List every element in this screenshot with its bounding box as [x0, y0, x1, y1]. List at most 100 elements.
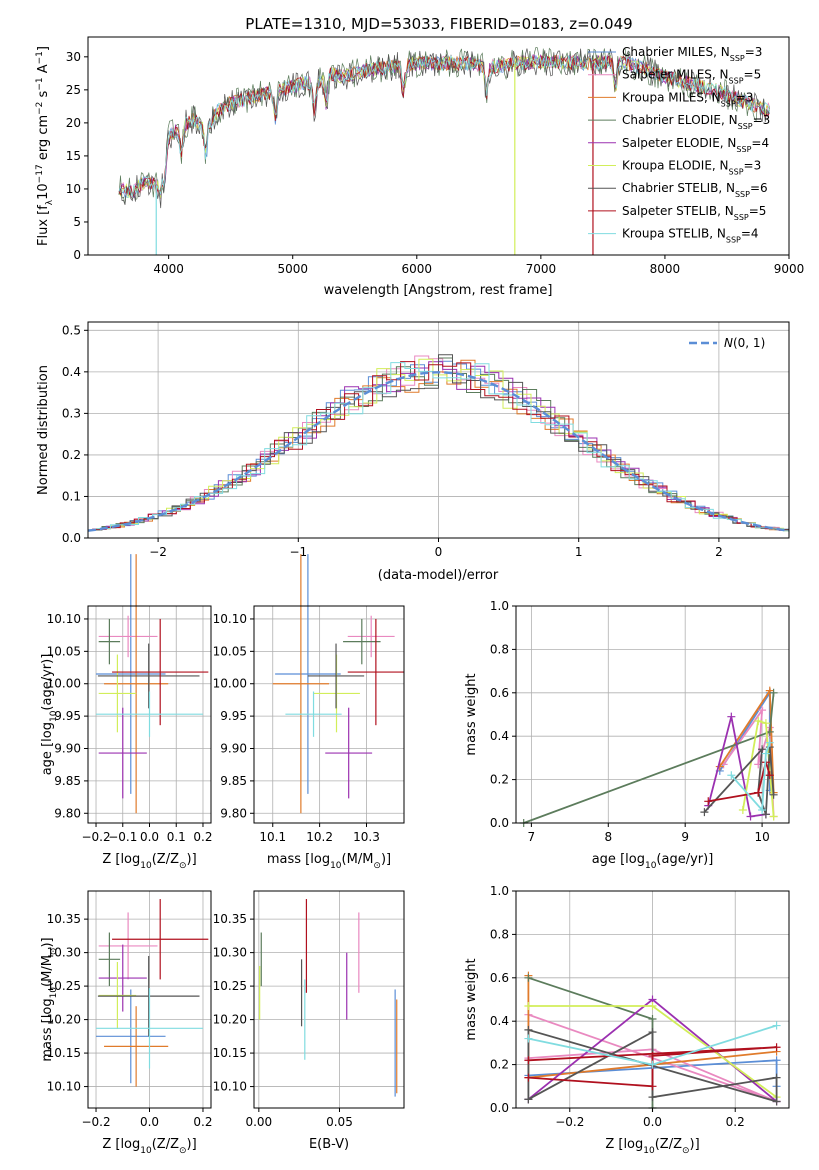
weight-marker — [761, 719, 770, 728]
plot-area — [272, 554, 404, 814]
ebv-mass-panel: 0.00 0.05 10.10 10.15 10.20 10.25 10.30 10.35 E(… — [213, 890, 405, 1152]
y-tick-label: 9.90 — [54, 742, 81, 756]
weight-marker — [524, 973, 533, 982]
y-tick-label: 10.20 — [47, 1013, 81, 1027]
weight-marker — [648, 1051, 657, 1060]
error-bar-point — [104, 554, 169, 814]
y-tick-label: 0.8 — [490, 927, 509, 941]
error-bar-point — [347, 618, 404, 726]
error-bar-point — [98, 912, 158, 980]
x-tick-label: 7000 — [526, 262, 557, 276]
weight-marker — [754, 717, 763, 726]
y-tick-label: 10.10 — [47, 612, 81, 626]
y-tick-label: 0.2 — [490, 773, 509, 787]
weight-marker — [772, 1056, 781, 1065]
weight-marker — [524, 1025, 533, 1034]
residual-histogram — [92, 361, 789, 531]
weight-marker — [727, 712, 736, 721]
x-tick-label: 8000 — [650, 262, 681, 276]
plot-area — [524, 971, 781, 1112]
x-tick-label: 0.0 — [140, 830, 159, 844]
weight-line — [708, 758, 771, 803]
plot-area — [118, 46, 770, 255]
x-axis-label: (data-model)/error — [378, 568, 499, 583]
x-tick-label: 0.00 — [245, 1115, 272, 1129]
age-massweight-panel: 7 8 9 10 0.0 0.2 0.4 0.6 0.8 1.0 age [log10(age/yr… — [464, 599, 790, 871]
y-tick-label: 25 — [66, 83, 81, 97]
figure-title: PLATE=1310, MJD=53033, FIBERID=0183, z=0… — [245, 15, 632, 33]
y-tick-label: 9.95 — [54, 709, 81, 723]
metallicity-mass-panel: −0.2 0.0 0.2 10.10 10.15 10.20 10.25 10.30 10.35… — [40, 890, 213, 1156]
x-tick-label: 0.0 — [140, 1115, 159, 1129]
y-tick-label: 0.4 — [62, 365, 81, 379]
error-bar-point — [98, 618, 121, 665]
x-tick-label: 0.05 — [326, 1115, 353, 1129]
y-tick-label: 10.20 — [213, 1013, 247, 1027]
y-tick-label: 10.00 — [47, 677, 81, 691]
weight-marker — [524, 1095, 533, 1104]
error-bar-point — [98, 932, 121, 987]
y-axis-label: mass [log10(M/M⊙)] — [40, 937, 59, 1061]
y-tick-label: 0.4 — [490, 1014, 509, 1028]
y-tick-label: 30 — [66, 50, 81, 64]
error-bar-point — [96, 989, 166, 1084]
error-bar-point — [96, 554, 166, 794]
y-tick-label: 10.30 — [213, 946, 247, 960]
y-axis-label: Normed distribution — [36, 365, 51, 495]
residual-histogram — [92, 361, 789, 531]
y-axis-label: age [log10(age/yr)] — [40, 654, 59, 776]
y-tick-label: 0.6 — [490, 686, 509, 700]
y-tick-label: 1.0 — [490, 599, 509, 613]
y-tick-label: 0.5 — [62, 323, 81, 337]
x-axis-label: Z [log10(Z/Z⊙)] — [102, 1137, 196, 1156]
x-tick-label: 9 — [681, 830, 689, 844]
weight-marker — [772, 1021, 781, 1030]
error-bar-point — [325, 707, 373, 799]
error-bar-point — [97, 955, 200, 1037]
y-tick-label: 0.1 — [62, 489, 81, 503]
x-tick-label: −0.1 — [108, 830, 137, 844]
x-tick-label: 0.2 — [726, 1115, 745, 1129]
axes-frame — [253, 890, 405, 1109]
weight-marker — [746, 812, 755, 821]
x-tick-label: 0 — [435, 545, 443, 559]
weight-marker — [758, 805, 767, 814]
x-tick-label: 0.2 — [193, 830, 212, 844]
x-tick-label: −2 — [149, 545, 167, 559]
plot-area — [96, 554, 209, 814]
weight-marker — [738, 805, 747, 814]
weight-marker — [754, 788, 763, 797]
legend-label: Salpeter ELODIE, NSSP=4 — [622, 136, 769, 154]
y-tick-label: 9.85 — [220, 774, 247, 788]
y-tick-label: 0.4 — [490, 729, 509, 743]
y-tick-label: 10.10 — [213, 1080, 247, 1094]
error-bar-point — [98, 961, 137, 1029]
error-bar-point — [104, 1006, 169, 1087]
x-tick-label: −0.2 — [555, 1115, 584, 1129]
x-tick-label: 10.2 — [306, 830, 333, 844]
x-tick-label: 10 — [754, 830, 769, 844]
x-tick-label: −1 — [289, 545, 307, 559]
x-tick-label: 4000 — [153, 262, 184, 276]
residual-histogram — [96, 362, 789, 532]
legend-label: Salpeter STELIB, NSSP=5 — [622, 204, 766, 222]
y-tick-label: 9.80 — [54, 806, 81, 820]
y-tick-label: 9.80 — [220, 806, 247, 820]
x-axis-label: Z [log10(Z/Z⊙)] — [102, 852, 196, 871]
weight-marker — [648, 1093, 657, 1102]
error-bar-point — [112, 618, 209, 726]
y-tick-label: 9.85 — [54, 774, 81, 788]
legend-label: Chabrier STELIB, NSSP=6 — [622, 181, 768, 199]
y-tick-label: 10.30 — [47, 946, 81, 960]
y-tick-label: 10.05 — [213, 644, 247, 658]
y-tick-label: 0.0 — [490, 816, 509, 830]
weight-marker — [769, 688, 778, 697]
x-tick-label: 2 — [715, 545, 723, 559]
x-axis-label: wavelength [Angstrom, rest frame] — [324, 283, 553, 298]
y-tick-label: 0.2 — [490, 1058, 509, 1072]
plot-area — [87, 354, 790, 532]
error-bar-point — [307, 643, 365, 709]
axes-frame — [253, 605, 405, 824]
y-tick-label: 10.35 — [47, 912, 81, 926]
